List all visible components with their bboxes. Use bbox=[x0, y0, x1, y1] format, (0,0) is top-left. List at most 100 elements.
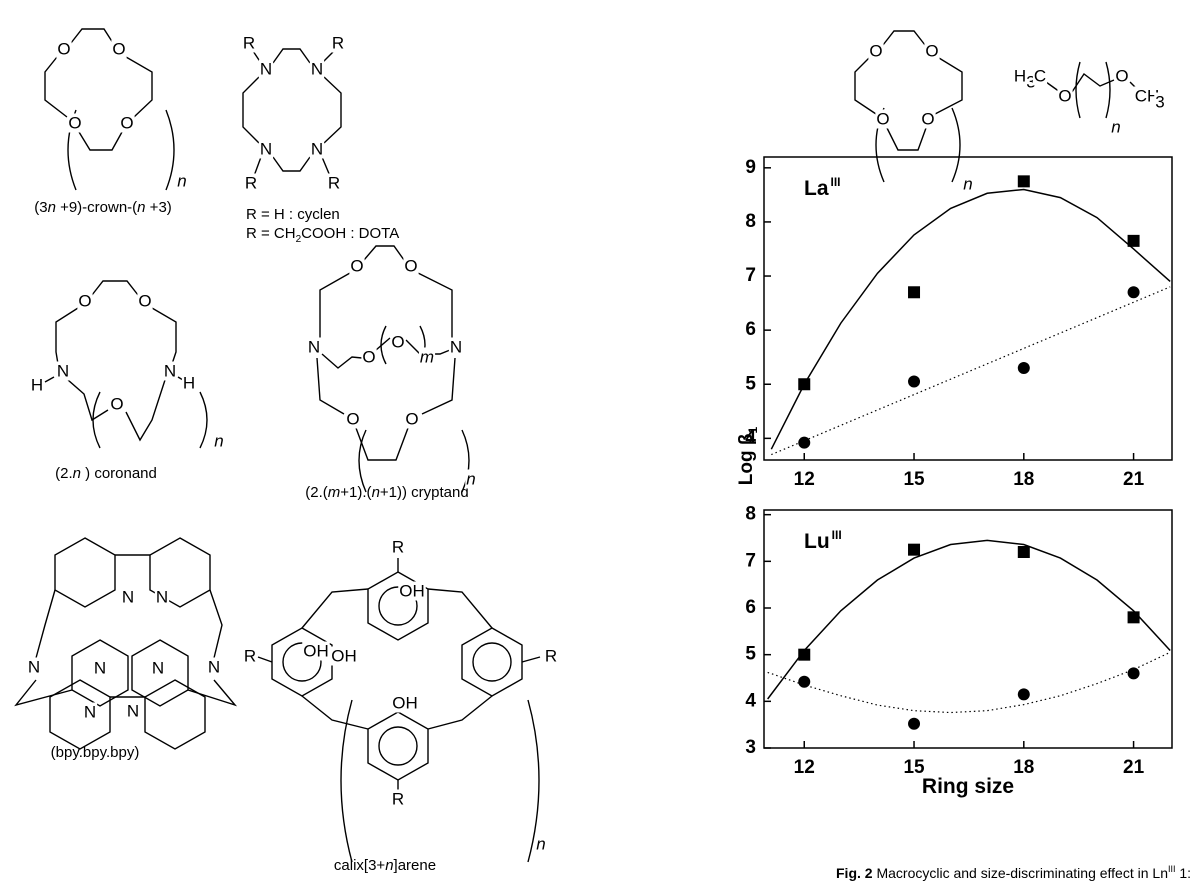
atom-label: m bbox=[420, 347, 434, 366]
plot-frame bbox=[764, 157, 1172, 460]
figure: (3n +9)-crown-(n +3) R = H : cyclen R = … bbox=[0, 0, 1190, 884]
structure-label: R = CH2COOH : DOTA bbox=[246, 225, 399, 245]
structure-label: calix[3+n]arene bbox=[334, 857, 436, 874]
atom-label: O bbox=[346, 409, 359, 428]
x-tick-label: 15 bbox=[903, 757, 925, 778]
atom-label: OH bbox=[392, 693, 418, 712]
caption-part: Macrocyclic and size-discriminating effe… bbox=[873, 865, 1168, 881]
circle-marker bbox=[1018, 688, 1030, 700]
atom-label: N bbox=[28, 657, 40, 676]
label-part: n bbox=[372, 484, 380, 501]
circle-marker bbox=[1128, 667, 1140, 679]
atom-label: O bbox=[921, 109, 934, 128]
atom-label: N bbox=[311, 139, 323, 158]
fit-line bbox=[771, 287, 1170, 455]
label-part: (bpy.bpy.bpy) bbox=[51, 744, 140, 761]
atom-label: OH bbox=[303, 641, 329, 660]
atom-label: OH bbox=[331, 646, 357, 665]
label-part: ) coronand bbox=[81, 465, 157, 482]
label-part: calix[3+ bbox=[334, 857, 386, 874]
atom-label: H bbox=[183, 373, 195, 392]
atom-label: O bbox=[405, 409, 418, 428]
atom-label: N bbox=[208, 657, 220, 676]
y-tick-label: 3 bbox=[745, 737, 756, 758]
annotation-superscript: III bbox=[831, 175, 841, 189]
atom-label: N bbox=[450, 337, 462, 356]
atom-label: N bbox=[84, 702, 96, 721]
label-part: (2. bbox=[55, 465, 73, 482]
atom-label: N bbox=[152, 658, 164, 677]
atom-label: O bbox=[869, 41, 882, 60]
fit-line bbox=[771, 189, 1170, 449]
x-tick-label: 18 bbox=[1013, 469, 1034, 490]
label-part: n bbox=[385, 857, 393, 874]
circle-marker bbox=[908, 376, 920, 388]
x-tick-label: 12 bbox=[794, 757, 815, 778]
y-tick-label: 9 bbox=[745, 157, 756, 178]
label-part: n bbox=[73, 465, 81, 482]
atom-label: n bbox=[177, 171, 186, 190]
atom-label: R bbox=[392, 537, 404, 556]
atom-label: R bbox=[245, 173, 257, 192]
annotation-text: Lu bbox=[804, 530, 830, 553]
atom-label: n bbox=[214, 431, 223, 450]
label-part: (3 bbox=[34, 199, 47, 216]
annotation-text: La bbox=[804, 177, 829, 200]
cyclen-structure bbox=[243, 49, 341, 176]
label-part: +1)) cryptand bbox=[380, 484, 469, 501]
atom-label: R bbox=[328, 173, 340, 192]
annotation-superscript: III bbox=[832, 528, 842, 542]
atom-label: O bbox=[1058, 86, 1071, 105]
square-marker bbox=[1018, 175, 1030, 187]
label-part: ]arene bbox=[394, 857, 437, 874]
structure-label: (3n +9)-crown-(n +3) bbox=[34, 199, 172, 216]
circle-marker bbox=[798, 437, 810, 449]
y-tick-label: 4 bbox=[745, 427, 756, 448]
atom-label: N bbox=[164, 361, 176, 380]
atom-label: N bbox=[156, 587, 168, 606]
atom-label: n bbox=[963, 174, 972, 193]
square-marker bbox=[1128, 611, 1140, 623]
structure-label: (bpy.bpy.bpy) bbox=[51, 744, 140, 761]
structure-label: (2.(m+1).(n+1)) cryptand bbox=[305, 484, 468, 501]
x-tick-label: 18 bbox=[1013, 757, 1034, 778]
label-part: n bbox=[48, 199, 56, 216]
atom-label: N bbox=[57, 361, 69, 380]
structure-label: (2.n ) coronand bbox=[55, 465, 157, 482]
atom-label: O bbox=[57, 39, 70, 58]
atom-label: O bbox=[68, 113, 81, 132]
atom-label: O bbox=[1115, 66, 1128, 85]
atom-label: N bbox=[127, 701, 139, 720]
square-marker bbox=[908, 286, 920, 298]
label-part: (2.( bbox=[305, 484, 328, 501]
y-tick-label: 4 bbox=[745, 690, 756, 711]
fit-line bbox=[768, 540, 1171, 699]
caption-part: Fig. 2 bbox=[836, 865, 873, 881]
atom-label: C bbox=[1034, 66, 1046, 85]
atom-label: O bbox=[112, 39, 125, 58]
y-tick-label: 5 bbox=[745, 373, 756, 394]
y-tick-label: 5 bbox=[745, 644, 756, 665]
square-marker bbox=[908, 544, 920, 556]
atom-label: O bbox=[362, 347, 375, 366]
y-tick-label: 7 bbox=[745, 265, 756, 286]
y-tick-label: 6 bbox=[745, 319, 756, 340]
atom-label: OH bbox=[399, 581, 425, 600]
structure-label: R = H : cyclen bbox=[246, 206, 340, 223]
atom-label: O bbox=[138, 291, 151, 310]
atom-label: R bbox=[392, 789, 404, 808]
y-tick-label: 8 bbox=[745, 504, 756, 525]
y-tick-label: 6 bbox=[745, 597, 756, 618]
label-part: n bbox=[137, 199, 145, 216]
caption-part: III bbox=[1168, 864, 1176, 874]
label-part: R = CH bbox=[246, 225, 296, 242]
circle-marker bbox=[1128, 286, 1140, 298]
atom-label: O bbox=[876, 109, 889, 128]
label-part: +1).( bbox=[340, 484, 371, 501]
atom-label: N bbox=[122, 587, 134, 606]
atom-label: O bbox=[925, 41, 938, 60]
label-part: +9)-crown-( bbox=[56, 199, 137, 216]
label-part: R = H : cyclen bbox=[246, 206, 340, 223]
